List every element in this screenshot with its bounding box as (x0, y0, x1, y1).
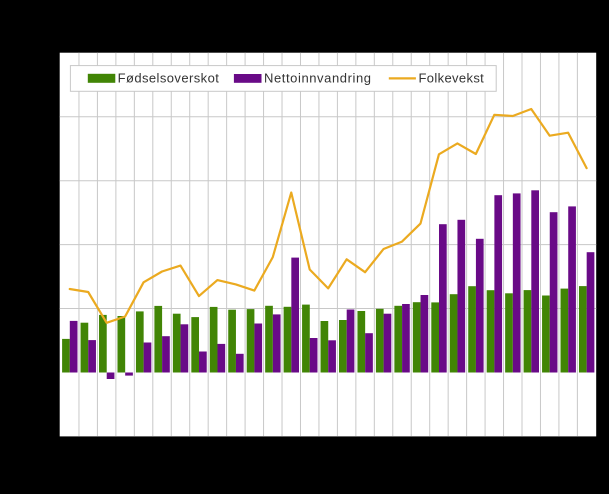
svg-text:Folkevekst: Folkevekst (419, 71, 485, 86)
svg-text:Nettoinnvandring: Nettoinnvandring (264, 71, 372, 86)
svg-text:Fødselsoverskot: Fødselsoverskot (118, 71, 220, 86)
